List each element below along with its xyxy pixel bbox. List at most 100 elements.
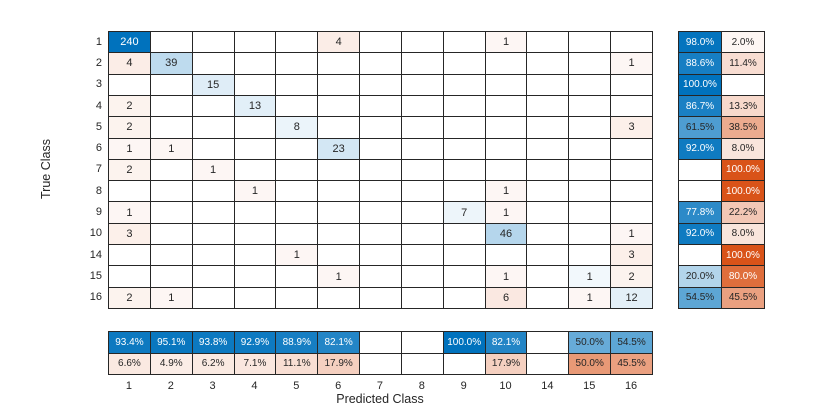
matrix-cell-r10-c9 — [443, 223, 486, 246]
matrix-cell-r5-c3 — [192, 117, 235, 139]
column-summary-incorrect-7 — [360, 353, 402, 375]
matrix-cell-r14-c14 — [527, 245, 570, 267]
matrix-cell-r10-c10: 46 — [485, 223, 528, 246]
matrix-cell-r4-c6 — [318, 95, 361, 118]
column-summary-correct-10: 82.1% — [485, 332, 528, 354]
matrix-cell-r1-c3 — [192, 32, 235, 54]
matrix-cell-r4-c3 — [192, 95, 235, 118]
matrix-cell-r14-c7 — [360, 245, 402, 267]
row-summary-correct-9: 77.8% — [679, 202, 722, 224]
matrix-cell-r9-c8 — [401, 202, 444, 224]
matrix-cell-r5-c1: 2 — [109, 117, 151, 139]
row-summary-incorrect-5: 38.5% — [722, 117, 765, 139]
matrix-cell-r16-c7 — [360, 287, 402, 309]
matrix-cell-r7-c1: 2 — [109, 159, 151, 182]
matrix-cell-r6-c2: 1 — [150, 138, 193, 160]
y-tick-label-2: 2 — [95, 56, 102, 69]
matrix-cell-r5-c15 — [569, 117, 612, 139]
matrix-cell-r9-c3 — [192, 202, 235, 224]
matrix-cell-r2-c15 — [569, 53, 612, 75]
matrix-cell-r1-c15 — [569, 32, 612, 54]
matrix-cell-r6-c1: 1 — [109, 138, 151, 160]
y-tick-label-14: 14 — [89, 248, 102, 261]
matrix-cell-r7-c7 — [360, 159, 402, 182]
matrix-cell-r2-c3 — [192, 53, 235, 75]
matrix-cell-r7-c3: 1 — [192, 159, 235, 182]
column-summary-incorrect-8 — [401, 353, 444, 375]
matrix-cell-r10-c16: 1 — [611, 223, 653, 246]
matrix-cell-r3-c9 — [443, 74, 486, 96]
matrix-cell-r3-c6 — [318, 74, 361, 96]
x-tick-labels: 1 2 3 4 5 6 7 8 9 10 14 15 16 — [108, 379, 652, 393]
column-summary-incorrect-16: 45.5% — [611, 353, 653, 375]
matrix-cell-r14-c4 — [234, 245, 277, 267]
row-summary-correct-14 — [679, 245, 722, 267]
column-summary-correct-8 — [401, 332, 444, 354]
matrix-cell-r9-c4 — [234, 202, 277, 224]
row-summary-incorrect-16: 45.5% — [722, 287, 765, 309]
matrix-cell-r6-c3 — [192, 138, 235, 160]
matrix-cell-r6-c5 — [276, 138, 319, 160]
column-summary-incorrect-3: 6.2% — [192, 353, 235, 375]
column-summary-incorrect-14 — [527, 353, 570, 375]
matrix-cell-r4-c4: 13 — [234, 95, 277, 118]
row-summary-incorrect-14: 100.0% — [722, 245, 765, 267]
matrix-cell-r8-c2 — [150, 181, 193, 203]
matrix-cell-r2-c9 — [443, 53, 486, 75]
matrix-cell-r2-c14 — [527, 53, 570, 75]
y-tick-label-6: 6 — [95, 142, 102, 155]
matrix-cell-r14-c3 — [192, 245, 235, 267]
matrix-cell-r10-c5 — [276, 223, 319, 246]
matrix-cell-r2-c8 — [401, 53, 444, 75]
x-tick-label-2: 2 — [167, 380, 174, 392]
y-tick-label-1: 1 — [95, 35, 102, 48]
matrix-cell-r16-c10: 6 — [485, 287, 528, 309]
matrix-cell-r14-c9 — [443, 245, 486, 267]
matrix-cell-r14-c10 — [485, 245, 528, 267]
matrix-cell-r8-c14 — [527, 181, 570, 203]
column-summary-correct-14 — [527, 332, 570, 354]
row-summary-incorrect-2: 11.4% — [722, 53, 765, 75]
matrix-cell-r4-c15 — [569, 95, 612, 118]
row-summary-correct-6: 92.0% — [679, 138, 722, 160]
matrix-cell-r10-c4 — [234, 223, 277, 246]
matrix-cell-r15-c7 — [360, 266, 402, 288]
matrix-cell-r15-c5 — [276, 266, 319, 288]
column-summary-incorrect-1: 6.6% — [109, 353, 151, 375]
row-summary-incorrect-8: 100.0% — [722, 181, 765, 203]
matrix-cell-r14-c8 — [401, 245, 444, 267]
x-tick-label-14: 14 — [541, 380, 554, 392]
y-tick-label-9: 9 — [95, 206, 102, 219]
matrix-cell-r5-c9 — [443, 117, 486, 139]
matrix-cell-r16-c2: 1 — [150, 287, 193, 309]
matrix-cell-r7-c16 — [611, 159, 653, 182]
row-summary-correct-3: 100.0% — [679, 74, 722, 96]
matrix-cell-r14-c5: 1 — [276, 245, 319, 267]
column-summary-correct-3: 93.8% — [192, 332, 235, 354]
matrix-cell-r6-c10 — [485, 138, 528, 160]
column-summary-correct-15: 50.0% — [569, 332, 612, 354]
matrix-cell-r1-c5 — [276, 32, 319, 54]
matrix-cell-r4-c14 — [527, 95, 570, 118]
matrix-cell-r6-c15 — [569, 138, 612, 160]
matrix-cell-r14-c15 — [569, 245, 612, 267]
matrix-cell-r8-c10: 1 — [485, 181, 528, 203]
matrix-cell-r5-c8 — [401, 117, 444, 139]
x-tick-label-1: 1 — [125, 380, 132, 392]
column-summary-incorrect-15: 50.0% — [569, 353, 612, 375]
matrix-cell-r9-c9: 7 — [443, 202, 486, 224]
matrix-cell-r14-c16: 3 — [611, 245, 653, 267]
matrix-cell-r8-c8 — [401, 181, 444, 203]
matrix-cell-r1-c16 — [611, 32, 653, 54]
matrix-cell-r16-c14 — [527, 287, 570, 309]
row-summary-incorrect-1: 2.0% — [722, 32, 765, 54]
matrix-cell-r9-c1: 1 — [109, 202, 151, 224]
matrix-cell-r3-c7 — [360, 74, 402, 96]
matrix-cell-r3-c1 — [109, 74, 151, 96]
matrix-cell-r7-c5 — [276, 159, 319, 182]
matrix-cell-r15-c16: 2 — [611, 266, 653, 288]
matrix-cell-r15-c15: 1 — [569, 266, 612, 288]
column-summary-correct-1: 93.4% — [109, 332, 151, 354]
x-tick-label-10: 10 — [499, 380, 512, 392]
y-tick-label-15: 15 — [89, 270, 102, 283]
